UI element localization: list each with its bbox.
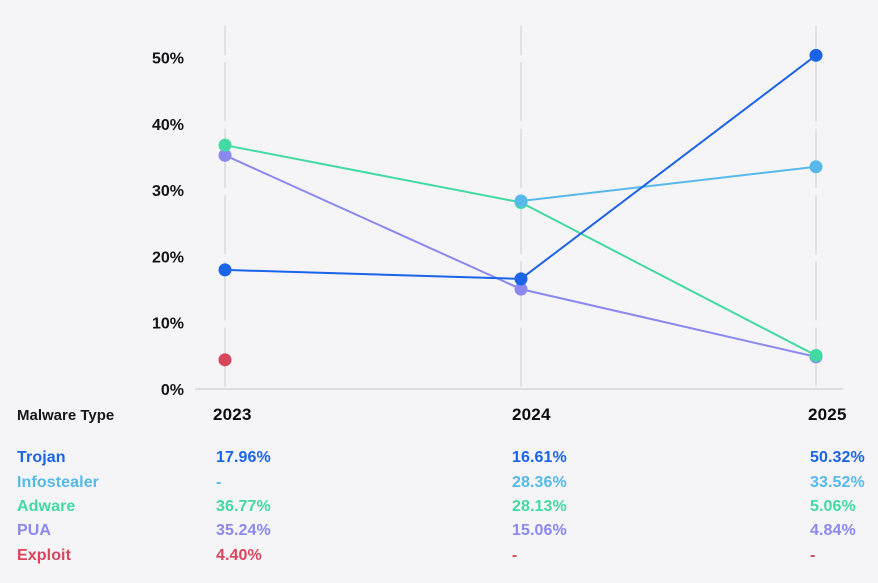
series-line-infostealer bbox=[520, 165, 817, 202]
y-axis-tick-label: 10% bbox=[152, 316, 184, 333]
data-point-trojan[interactable] bbox=[218, 263, 232, 277]
data-point-pua[interactable] bbox=[218, 148, 232, 162]
table-header-malware-type: Malware Type bbox=[17, 407, 115, 424]
value-adware-2024: 28.13% bbox=[512, 498, 567, 515]
legend-label-exploit: Exploit bbox=[17, 547, 72, 564]
value-exploit-2023: 4.40% bbox=[216, 547, 262, 564]
y-axis-tick-label: 0% bbox=[161, 382, 184, 399]
value-pua-2025: 4.84% bbox=[810, 522, 856, 539]
y-axis-tick-label: 30% bbox=[152, 183, 184, 200]
data-point-infostealer[interactable] bbox=[514, 194, 528, 208]
y-axis-tick-label: 50% bbox=[152, 51, 184, 68]
value-exploit-2025: - bbox=[810, 547, 816, 564]
data-point-adware[interactable] bbox=[809, 348, 823, 362]
data-point-pua[interactable] bbox=[514, 282, 528, 296]
value-infostealer-2024: 28.36% bbox=[512, 474, 567, 491]
legend-label-trojan: Trojan bbox=[17, 449, 66, 466]
legend-label-pua: PUA bbox=[17, 522, 52, 539]
legend-label-infostealer: Infostealer bbox=[17, 474, 100, 491]
data-point-infostealer[interactable] bbox=[809, 160, 823, 174]
value-adware-2025: 5.06% bbox=[810, 498, 856, 515]
value-trojan-2025: 50.32% bbox=[810, 449, 865, 466]
value-infostealer-2023: - bbox=[216, 474, 222, 491]
y-axis-tick-label: 40% bbox=[152, 117, 184, 134]
value-adware-2023: 36.77% bbox=[216, 498, 271, 515]
value-exploit-2024: - bbox=[512, 547, 518, 564]
value-infostealer-2025: 33.52% bbox=[810, 474, 865, 491]
malware-trend-line-chart: 0% 10% 20% 30% 40% 50% bbox=[152, 26, 843, 399]
data-point-exploit[interactable] bbox=[218, 353, 232, 367]
data-point-adware[interactable] bbox=[218, 138, 232, 152]
x-axis-label-2024: 2024 bbox=[512, 405, 551, 424]
value-pua-2023: 35.24% bbox=[216, 522, 271, 539]
value-trojan-2023: 17.96% bbox=[216, 449, 271, 466]
data-point-trojan[interactable] bbox=[514, 272, 528, 286]
x-axis-label-2023: 2023 bbox=[213, 405, 252, 424]
value-trojan-2024: 16.61% bbox=[512, 449, 567, 466]
legend-label-adware: Adware bbox=[17, 498, 76, 515]
x-axis-label-2025: 2025 bbox=[808, 405, 847, 424]
data-point-trojan[interactable] bbox=[809, 48, 823, 62]
value-pua-2024: 15.06% bbox=[512, 522, 567, 539]
y-axis-tick-label: 20% bbox=[152, 249, 184, 266]
